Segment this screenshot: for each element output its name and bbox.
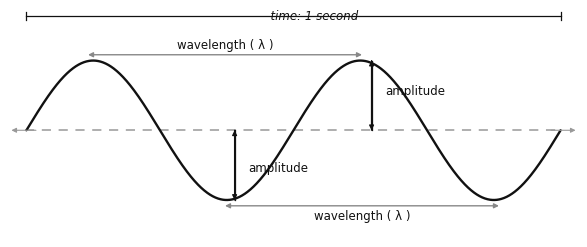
Text: wavelength ( λ ): wavelength ( λ ) [313, 210, 410, 223]
Text: amplitude: amplitude [248, 162, 308, 175]
Text: amplitude: amplitude [385, 85, 446, 99]
Text: time: 1 second: time: 1 second [262, 10, 366, 22]
Text: wavelength ( λ ): wavelength ( λ ) [177, 39, 274, 52]
